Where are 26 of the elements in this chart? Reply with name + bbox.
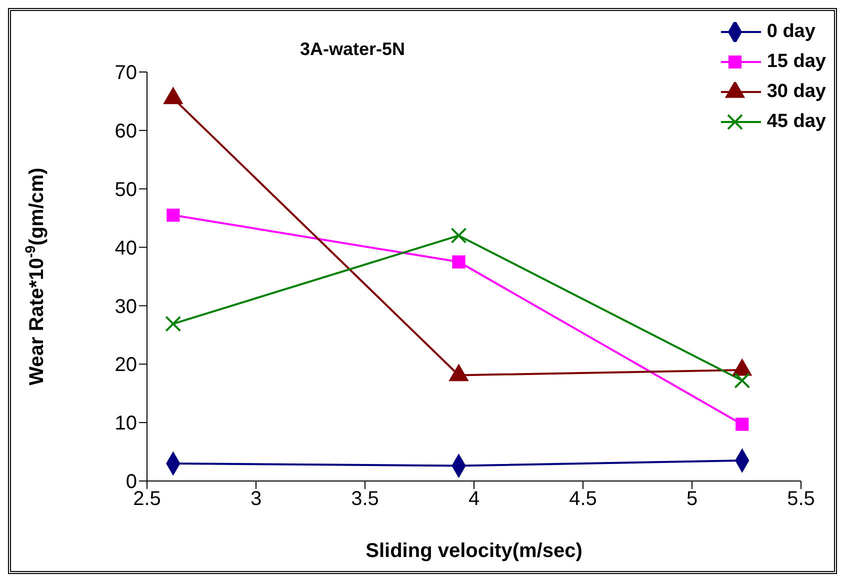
y-tick-label: 70 [114,62,137,84]
point [734,372,750,389]
y-tick-label: 10 [114,412,137,435]
x-tick-label: 3.5 [351,488,379,510]
x-tick-label: 2.5 [133,488,161,510]
x-tick-label: 4 [468,488,480,510]
x-tick-label: 4.5 [569,488,597,510]
y-tick-label: 60 [114,120,137,143]
y-tick-label: 30 [114,296,137,318]
point [452,255,466,268]
point [450,228,467,244]
point [165,316,182,332]
chart-title: 3A-water-5N [298,39,406,60]
legend-label: 15 day [766,51,826,73]
legend-label: 45 day [766,111,826,133]
y-tick-label: 50 [114,178,137,201]
x-axis-title: Sliding velocity(m/sec) [366,540,582,562]
x-tick-label: 5 [686,488,698,510]
y-tick-label: 40 [114,237,137,260]
y-tick-label: 20 [114,354,137,376]
legend-label: 30 day [766,81,826,103]
x-tick-label: 3 [250,488,262,510]
point [166,208,180,222]
legend-label: 0 day [766,21,816,43]
point [736,418,749,431]
x-tick-label: 5.5 [787,488,815,510]
